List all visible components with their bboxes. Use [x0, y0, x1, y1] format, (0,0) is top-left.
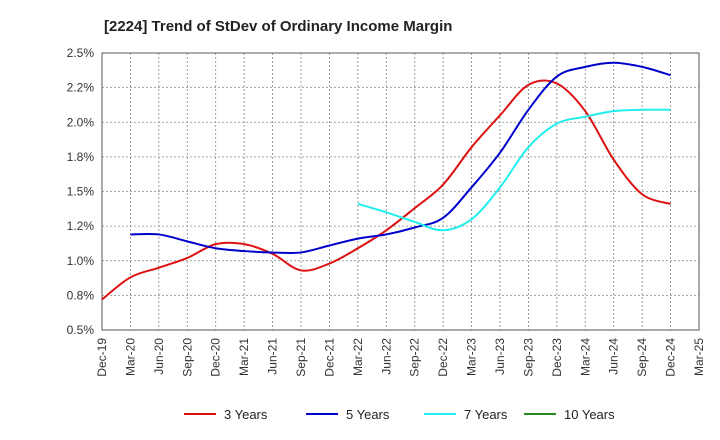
legend-label: 7 Years: [464, 407, 508, 422]
x-tick-label: Jun-22: [379, 338, 393, 375]
series-line-3-years: [101, 79, 671, 301]
x-tick-label: Dec-24: [664, 338, 678, 377]
x-tick-label: Jun-20: [152, 338, 166, 375]
grid: [102, 53, 699, 330]
x-tick-label: Dec-21: [322, 338, 336, 377]
series-line-5-years: [130, 61, 671, 255]
x-tick-label: Sep-22: [408, 338, 422, 377]
legend-label: 10 Years: [564, 407, 615, 422]
y-tick-label: 1.5%: [67, 185, 95, 199]
chart-title: [2224] Trend of StDev of Ordinary Income…: [104, 18, 452, 35]
legend-label: 3 Years: [224, 407, 268, 422]
x-tick-label: Mar-20: [123, 338, 137, 376]
x-tick-label: Mar-25: [692, 338, 706, 376]
x-tick-label: Mar-24: [578, 338, 592, 376]
axes: [101, 52, 700, 331]
x-tick-label: Sep-23: [521, 338, 535, 377]
x-tick-label: Sep-21: [294, 338, 308, 377]
x-tick-label: Jun-23: [493, 338, 507, 375]
y-tick-label: 2.5%: [67, 46, 95, 60]
x-tick-label: Dec-23: [550, 338, 564, 377]
legend: 3 Years 5 Years 7 Years 10 Years: [184, 407, 615, 422]
legend-label: 5 Years: [346, 407, 390, 422]
x-tick-label: Jun-24: [607, 338, 621, 375]
x-tick-label: Mar-21: [237, 338, 251, 376]
x-tick-label: Mar-23: [465, 338, 479, 376]
x-tick-label: Dec-22: [436, 338, 450, 377]
plot-border: [101, 52, 700, 331]
x-tick-label: Sep-24: [635, 338, 649, 377]
y-tick-label: 2.2%: [67, 81, 95, 95]
y-tick-label: 1.2%: [67, 219, 95, 233]
series-line-7-years: [357, 108, 671, 232]
y-tick-label: 2.0%: [67, 115, 95, 129]
x-tick-label: Mar-22: [351, 338, 365, 376]
x-tick-label: Dec-20: [209, 338, 223, 377]
x-tick-label: Dec-19: [95, 338, 109, 377]
y-tick-labels: 2.5% 2.2% 2.0% 1.8% 1.5% 1.2% 1.0% 0.8% 0.5%: [67, 46, 95, 337]
y-tick-label: 0.8%: [67, 288, 95, 302]
y-tick-label: 0.5%: [67, 323, 95, 337]
y-tick-label: 1.8%: [67, 150, 95, 164]
x-tick-labels: Dec-19 Mar-20 Jun-20 Sep-20 Dec-20 Mar-21 Jun-…: [95, 338, 706, 377]
x-tick-label: Sep-20: [180, 338, 194, 377]
y-tick-label: 1.0%: [67, 254, 95, 268]
series-lines: [101, 61, 671, 301]
x-tick-label: Jun-21: [266, 338, 280, 375]
